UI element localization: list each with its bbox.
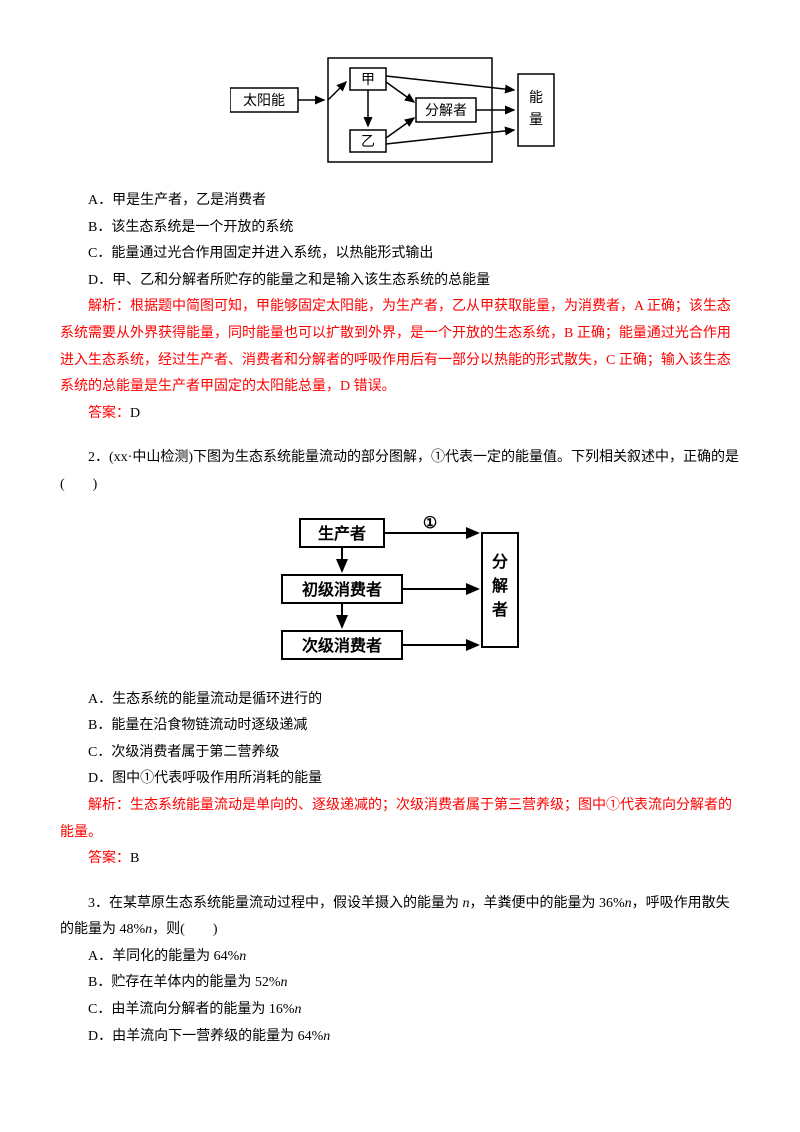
q2-option-c: C．次级消费者属于第二营养级: [60, 740, 740, 767]
q1-option-c: C．能量通过光合作用固定并进入系统，以热能形式输出: [60, 241, 740, 268]
q1-analysis: 解析：根据题中简图可知，甲能够固定太阳能，为生产者，乙从甲获取能量，为消费者，A…: [60, 294, 740, 400]
q2-option-d: D．图中①代表呼吸作用所消耗的能量: [60, 766, 740, 793]
q2-analysis: 解析：生态系统能量流动是单向的、逐级递减的；次级消费者属于第三营养级；图中①代表…: [60, 793, 740, 846]
sun-label: 太阳能: [243, 93, 285, 109]
q1-option-a: A．甲是生产者，乙是消费者: [60, 188, 740, 215]
q3-option-b: B．贮存在羊体内的能量为 52%n: [60, 970, 740, 997]
decomp-2: 解: [492, 576, 508, 595]
q3-option-a: A．羊同化的能量为 64%n: [60, 944, 740, 971]
q3-stem-1: 3．在某草原生态系统能量流动过程中，假设羊摄入的能量为: [88, 896, 463, 911]
q3-a-text: A．羊同化的能量为 64%: [88, 949, 239, 964]
energy-label-1: 能: [529, 90, 543, 106]
q1-option-b: B．该生态系统是一个开放的系统: [60, 215, 740, 242]
q3-d-text: D．由羊流向下一营养级的能量为 64%: [88, 1029, 323, 1044]
decomposer-label: 分解者: [425, 103, 467, 119]
q3-b-var: n: [281, 975, 288, 990]
diagram-2: 生产者 初级消费者 次级消费者 分 解 者 ①: [60, 509, 740, 669]
jia-label: 甲: [361, 73, 375, 88]
q1-option-d: D．甲、乙和分解者所贮存的能量之和是输入该生态系统的总能量: [60, 268, 740, 295]
q3-c-text: C．由羊流向分解者的能量为 16%: [88, 1002, 295, 1017]
decomp-1: 分: [492, 553, 508, 571]
diagram-1-svg: 太阳能 甲 乙 分解者 能 量: [230, 50, 570, 170]
yi-label: 乙: [361, 134, 375, 150]
energy-label-2: 量: [529, 112, 543, 128]
q3-b-text: B．贮存在羊体内的能量为 52%: [88, 975, 281, 990]
secondary-label: 次级消费者: [302, 636, 382, 655]
q3-option-d: D．由羊流向下一营养级的能量为 64%n: [60, 1024, 740, 1051]
decomp-3: 者: [491, 600, 508, 619]
q3-stem-2: ，羊粪便中的能量为 36%: [470, 896, 625, 911]
diagram-1: 太阳能 甲 乙 分解者 能 量: [60, 50, 740, 170]
q2-option-b: B．能量在沿食物链流动时逐级递减: [60, 713, 740, 740]
q3-var-2: n: [625, 896, 632, 911]
q3-stem: 3．在某草原生态系统能量流动过程中，假设羊摄入的能量为 n，羊粪便中的能量为 3…: [60, 891, 740, 944]
q3-a-var: n: [239, 949, 246, 964]
q1-answer: 答案：D: [60, 401, 740, 428]
q3-option-c: C．由羊流向分解者的能量为 16%n: [60, 997, 740, 1024]
diagram-2-svg: 生产者 初级消费者 次级消费者 分 解 者 ①: [250, 509, 550, 669]
q2-answer-label: 答案：: [88, 851, 130, 866]
q2-answer: 答案：B: [60, 846, 740, 873]
q3-stem-4: ，则( ): [152, 922, 217, 937]
q3-d-var: n: [323, 1029, 330, 1044]
q2-stem: 2．(xx·中山检测)下图为生态系统能量流动的部分图解，①代表一定的能量值。下列…: [60, 445, 740, 498]
circ1-label: ①: [423, 515, 437, 532]
q1-answer-label: 答案：: [88, 406, 130, 421]
primary-label: 初级消费者: [302, 580, 382, 599]
producer-label: 生产者: [318, 524, 366, 543]
q3-c-var: n: [295, 1002, 302, 1017]
q2-answer-letter: B: [130, 851, 139, 866]
q2-option-a: A．生态系统的能量流动是循环进行的: [60, 687, 740, 714]
q3-var-1: n: [463, 896, 470, 911]
q1-answer-letter: D: [130, 406, 140, 421]
